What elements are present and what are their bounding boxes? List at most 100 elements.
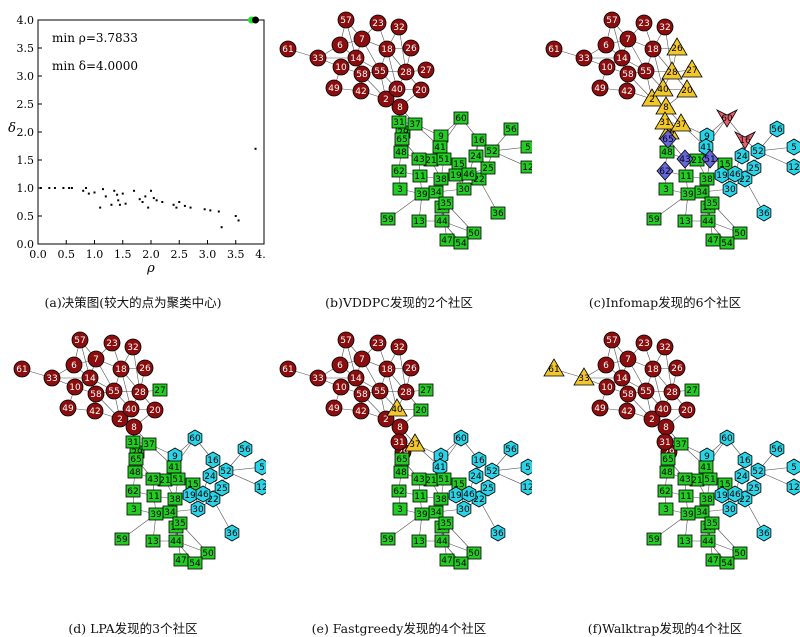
node-label: 52 [486,467,497,477]
node-label: 55 [374,67,385,77]
data-point [141,201,144,203]
node-label: 65 [662,455,673,465]
node-23: 23 [635,334,653,352]
node-label: 33 [46,374,57,384]
node-31: 31 [125,435,141,449]
node-circle [332,378,350,396]
node-56: 56 [769,120,785,138]
node-label: 31 [659,118,670,128]
node-diamond [659,129,677,149]
node-circle [643,410,661,428]
caption-vddpc: (b)VDDPC发现的2个社区 [325,295,473,310]
y-tick-label: 4.0 [17,14,35,27]
node-27: 27 [152,383,168,397]
node-label: 48 [395,468,407,478]
node-square [646,212,662,226]
node-label: 48 [395,148,407,158]
node-30: 30 [456,500,472,518]
node-label: 44 [702,217,714,227]
node-label: 14 [616,54,628,64]
node-square [433,172,449,186]
node-32: 32 [656,338,674,356]
y-tick-label: 2.5 [17,98,35,111]
node-label: 35 [706,199,717,209]
node-20: 20 [678,401,696,419]
node-label: 56 [771,125,783,135]
node-circle [347,369,365,387]
node-hexagon [769,120,785,138]
node-42: 42 [352,402,370,420]
node-label: 9 [172,452,178,462]
node-circle [619,385,637,403]
node-56: 56 [769,440,785,458]
nodes: 2356789101112131415161718192021222324252… [545,11,800,250]
node-14: 14 [347,369,365,387]
node-label: 39 [682,510,694,520]
node-47: 47 [439,233,455,247]
node-label: 34 [164,508,176,518]
node-label: 39 [416,510,428,520]
node-square [392,182,408,196]
node-label: 56 [505,445,517,455]
node-62: 62 [656,161,674,181]
node-label: 42 [621,407,632,417]
node-26: 26 [136,359,154,377]
node-label: 37 [675,440,686,450]
node-label: 18 [381,365,393,375]
node-label: 60 [721,114,733,124]
data-point [70,187,73,189]
node-label: 54 [189,559,201,569]
node-circle [618,402,636,420]
node-circle [71,331,89,349]
node-27: 27 [417,61,435,79]
node-label: 18 [115,365,127,375]
node-54: 54 [719,236,735,250]
node-circle [371,62,389,80]
node-square [414,187,430,201]
node-14: 14 [613,369,631,387]
node-square [700,534,716,548]
node-36: 36 [490,524,506,542]
node-23: 23 [369,334,387,352]
node-16: 16 [733,131,757,150]
node-label: 46 [197,490,209,500]
node-48: 48 [127,465,143,479]
node-label: 50 [468,549,480,559]
node-circle [390,338,408,356]
node-52: 52 [750,462,766,480]
node-hexagon [254,478,266,496]
node-label: 41 [434,143,445,153]
node-label: 43 [413,155,424,165]
node-label: 30 [724,505,736,515]
node-49: 49 [59,399,77,417]
node-label: 6 [603,41,609,51]
node-circle [388,80,406,98]
node-circle [644,360,662,378]
node-label: 14 [84,374,96,384]
node-10: 10 [598,58,616,76]
node-square [732,226,748,240]
y-tick-label: 3.5 [17,42,35,55]
node-label: 37 [409,120,420,130]
node-43: 43 [677,472,693,486]
node-59: 59 [114,532,130,546]
node-label: 40 [391,405,403,415]
node-square [411,534,427,548]
node-label: 32 [659,343,670,353]
node-square [418,383,434,397]
node-label: 26 [671,44,683,54]
node-label: 62 [127,487,138,497]
node-circle [353,385,371,403]
node-label: 7 [93,355,99,365]
node-label: 33 [578,374,589,384]
node-label: 19 [450,491,462,501]
node-label: 21 [159,476,170,486]
data-point [209,209,212,212]
node-label: 6 [71,361,77,371]
node-label: 33 [312,374,323,384]
node-circle [112,360,130,378]
node-square [677,534,693,548]
node-44: 44 [434,214,450,228]
node-58: 58 [353,65,371,83]
node-square [200,546,216,560]
